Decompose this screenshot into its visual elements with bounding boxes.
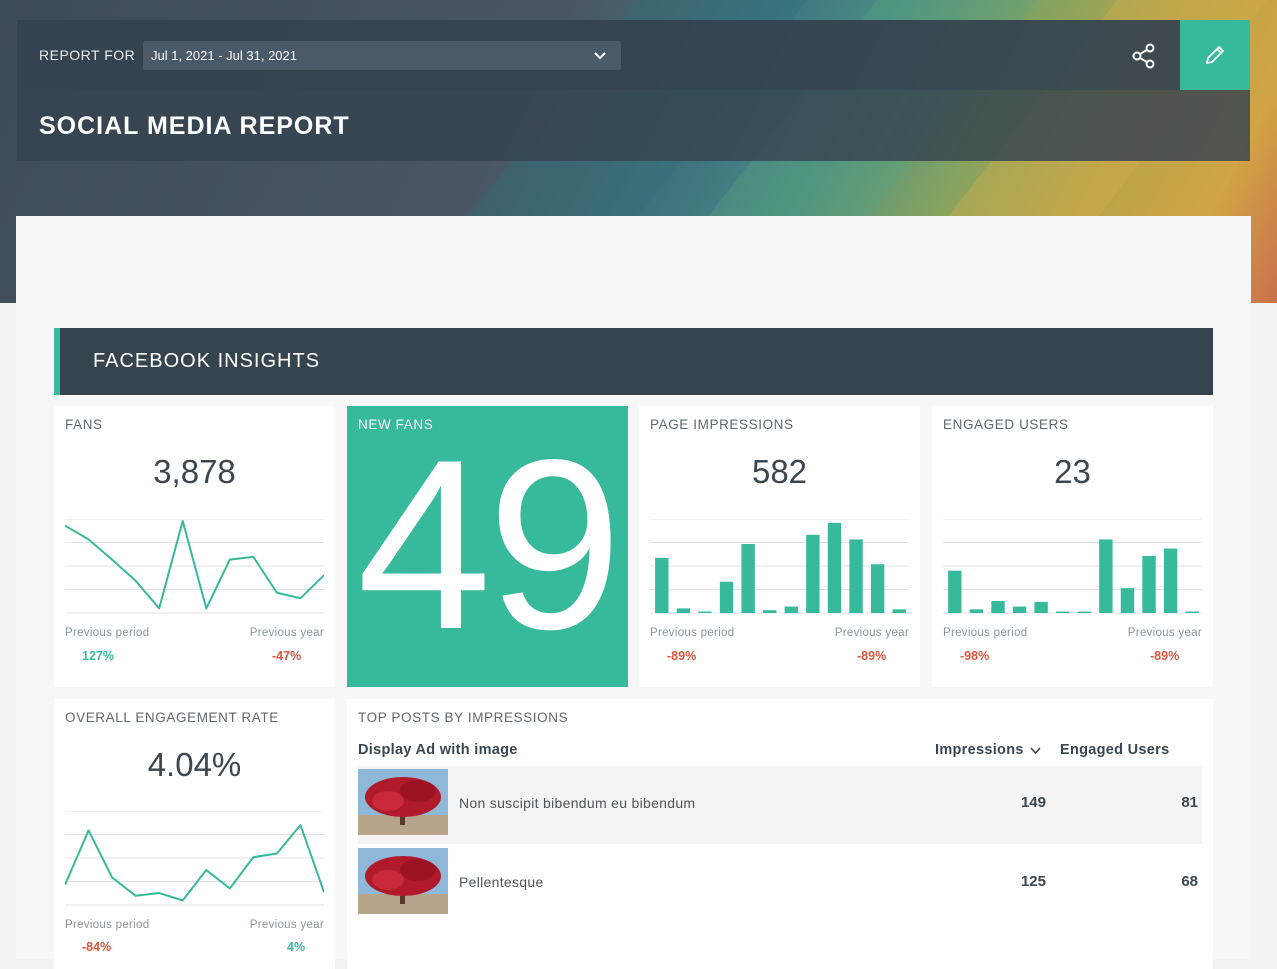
post-title: Pellentesque [459,874,544,890]
prev-year-label: Previous year [249,919,324,931]
card-title: FANS [65,417,103,432]
chart-bar [741,544,755,613]
prev-year-change: -89% [1150,649,1180,663]
chevron-down-icon [594,52,606,60]
chart-bar [870,564,885,613]
chart-bar [1012,606,1027,613]
page-impressions-card: PAGE IMPRESSIONS 582 Previous period Pre… [639,406,920,687]
chart-bar [784,606,798,613]
report-toolbar: REPORT FOR Jul 1, 2021 - Jul 31, 2021 [17,20,1180,90]
chart-bar [1056,611,1070,613]
card-value: 3,878 [153,453,236,490]
card-title: TOP POSTS BY IMPRESSIONS [358,710,569,725]
column-header-post: Display Ad with image [358,742,518,758]
prev-year-label: Previous year [1127,627,1202,639]
chart-bar [1077,611,1091,613]
chart-bar [1120,588,1135,613]
post-engaged-users: 68 [1181,873,1198,890]
prev-period-label: Previous period [650,627,735,639]
card-value: 4.04% [147,746,242,783]
card-value: 582 [751,453,808,490]
chart-bar [719,581,734,613]
date-range-select[interactable]: Jul 1, 2021 - Jul 31, 2021 [143,41,621,70]
sort-chevron-down-icon [1030,747,1041,754]
chart-bar [676,608,691,613]
engagement-rate-card: OVERALL ENGAGEMENT RATE 4.04% Previous p… [54,699,335,969]
post-thumbnail-tree-image [358,848,448,914]
pencil-icon [1206,46,1224,64]
chart-bar [991,601,1005,613]
table-row[interactable]: Pellentesque 125 68 [358,845,1202,923]
engaged-users-bar-chart [943,519,1202,614]
column-header-impressions[interactable]: Impressions [935,742,1041,758]
chart-bar [698,611,712,613]
chart-bar [655,557,669,613]
chart-bar [763,610,777,613]
section-title: FACEBOOK INSIGHTS [93,350,321,372]
chart-bar [1185,611,1199,613]
page-title: SOCIAL MEDIA REPORT [39,112,350,140]
fans-card: FANS 3,878 Previous period Previous year… [54,406,335,687]
title-bar: SOCIAL MEDIA REPORT [17,90,1250,161]
chart-bar [1142,555,1156,613]
share-icon[interactable] [1130,42,1158,70]
chart-series-line [65,520,324,610]
card-title: PAGE IMPRESSIONS [650,417,794,432]
prev-period-change: -89% [667,649,697,663]
chart-bar [827,522,842,613]
impressions-bar-chart [650,519,909,614]
top-posts-card: TOP POSTS BY IMPRESSIONS Display Ad with… [347,699,1213,969]
post-impressions: 149 [1020,794,1046,811]
report-for-label: REPORT FOR [39,47,136,63]
prev-year-change: -89% [857,649,887,663]
chart-bar [849,539,863,613]
engaged-users-card: ENGAGED USERS 23 Previous period Previou… [932,406,1213,687]
report-header: REPORT FOR Jul 1, 2021 - Jul 31, 2021 SO… [17,20,1250,161]
chart-bar [1099,539,1113,613]
card-title: OVERALL ENGAGEMENT RATE [65,710,279,725]
chart-bar [806,534,820,613]
post-impressions: 125 [1020,873,1046,890]
chart-bar [892,609,906,613]
prev-period-change: 127% [82,649,114,663]
column-header-impressions-label: Impressions [935,742,1024,758]
post-thumbnail-tree-image [358,769,448,835]
column-header-engaged-users: Engaged Users [1060,742,1170,758]
card-value: 23 [1054,453,1091,490]
prev-year-label: Previous year [834,627,909,639]
prev-period-change: -98% [960,649,990,663]
prev-period-label: Previous period [65,919,150,931]
chart-bar [969,609,984,613]
card-title: NEW FANS [358,417,434,432]
chart-bar [1034,601,1048,613]
chart-bar [948,570,962,613]
prev-period-change: -84% [82,940,112,954]
post-title: Non suscipit bibendum eu bibendum [459,795,696,811]
post-engaged-users: 81 [1181,794,1198,811]
table-row[interactable]: Non suscipit bibendum eu bibendum 149 81 [358,766,1202,844]
prev-period-label: Previous period [943,627,1028,639]
prev-year-change: 4% [287,940,306,954]
card-title: ENGAGED USERS [943,417,1069,432]
engagement-rate-line-chart [65,811,324,906]
edit-button[interactable] [1180,20,1250,90]
new-fans-value: 49 [356,410,622,680]
chart-bar [1163,548,1178,613]
new-fans-card: NEW FANS 49 [347,406,628,687]
fans-line-chart [65,519,324,614]
prev-year-change: -47% [272,649,302,663]
prev-year-label: Previous year [249,627,324,639]
chart-series-line [65,823,324,902]
prev-period-label: Previous period [65,627,150,639]
section-header: FACEBOOK INSIGHTS [54,328,1213,395]
date-range-value: Jul 1, 2021 - Jul 31, 2021 [151,48,297,63]
